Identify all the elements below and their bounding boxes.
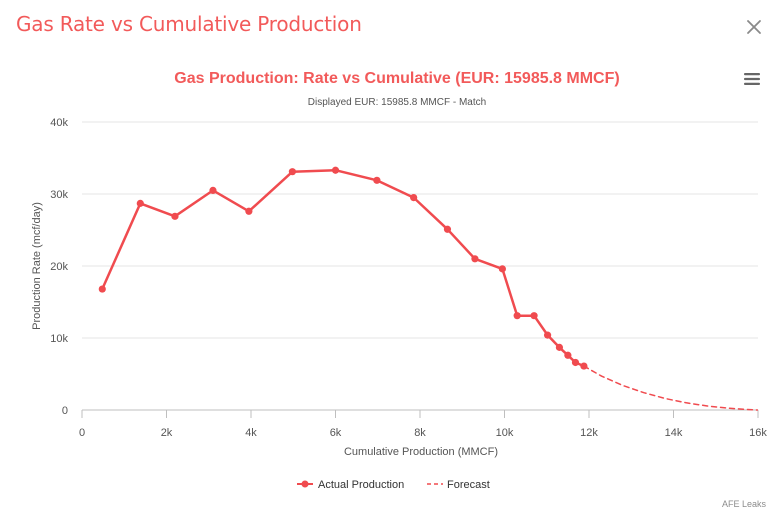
x-tick-label: 10k [496,427,514,439]
actual-production-point [209,186,217,194]
legend-label-actual: Actual Production [318,479,404,491]
actual-production-line [101,168,586,368]
actual-production-point [410,194,418,202]
actual-production-point [543,331,552,339]
legend-item-actual[interactable]: Actual Production [297,479,404,491]
x-tick-label: 2k [161,427,173,439]
credits-text: AFE Leaks [721,499,766,509]
plot-area [98,166,759,411]
legend-marker-actual [301,480,309,488]
x-tick-label: 8k [414,427,426,439]
actual-production-point [498,265,506,273]
y-tick-label: 40k [50,117,68,129]
axes: 0 10k 20k 30k 40k 0 2k 4k 6k 8k 10k 12k 14k 16k [50,117,767,439]
forecast-line [583,365,759,411]
actual-production-point [564,351,572,359]
chart-subtitle: Displayed EUR: 15985.8 MMCF - Match [308,97,486,108]
actual-production-point [513,312,521,320]
y-tick-label: 0 [62,405,68,417]
close-icon[interactable] [745,18,763,36]
actual-production-point [245,207,253,215]
y-tick-label: 30k [50,189,68,201]
actual-production-point [331,166,340,174]
x-tick-label: 14k [665,427,683,439]
y-tick-label: 20k [50,261,68,273]
actual-production-point [471,255,479,263]
actual-production-point [530,312,538,320]
x-axis-label: Cumulative Production (MMCF) [344,446,498,458]
actual-production-point [571,358,580,367]
y-tick-label: 10k [50,333,68,345]
x-tick-label: 16k [749,427,767,439]
actual-production-point [171,212,179,220]
actual-production-point [373,176,381,184]
actual-production-point [136,199,144,207]
actual-production-point [288,168,297,176]
actual-production-point [98,285,106,293]
y-axis-label: Production Rate (mcf/day) [31,202,43,330]
x-tick-label: 0 [79,427,85,439]
x-tick-label: 12k [580,427,598,439]
modal-title: Gas Rate vs Cumulative Production [16,12,362,36]
actual-production-point [555,343,564,351]
x-tick-label: 4k [245,427,257,439]
legend-item-forecast[interactable]: Forecast [427,479,490,491]
gridlines [82,121,758,339]
x-tick-label: 6k [330,427,342,439]
hamburger-menu-icon[interactable] [743,72,761,86]
legend-label-forecast: Forecast [447,479,490,491]
actual-production-point [443,225,452,233]
legend: Actual Production Forecast [297,479,490,491]
chart-title: Gas Production: Rate vs Cumulative (EUR:… [174,70,619,87]
